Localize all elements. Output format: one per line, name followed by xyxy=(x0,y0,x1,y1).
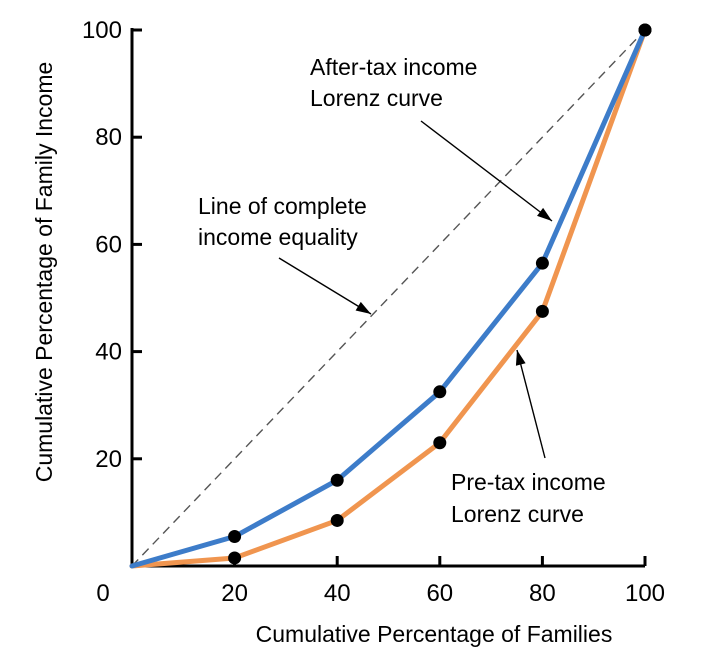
pre-tax-data-point xyxy=(638,23,652,37)
after-tax-arrow-shaft xyxy=(420,120,553,222)
equality-arrow-shaft xyxy=(278,257,372,315)
x-tick-label: 40 xyxy=(324,580,351,607)
x-axis-label: Cumulative Percentage of Families xyxy=(256,621,613,647)
pre-tax-lorenz-curve xyxy=(129,27,648,569)
after-tax-data-point xyxy=(433,385,447,399)
pre-tax-data-point xyxy=(330,513,344,527)
pre-tax-data-point xyxy=(228,551,242,565)
x-tick-label: 0 xyxy=(96,580,109,607)
axes-layer: 0 20 40 60 80 100 20 40 60 80 100 xyxy=(82,17,665,607)
equality-arrow-head xyxy=(355,301,371,314)
equality-line xyxy=(131,29,646,567)
pre-tax-data-point xyxy=(535,304,549,318)
y-tick-label: 60 xyxy=(95,231,122,258)
annotation-pointers xyxy=(278,120,553,459)
y-tick-label: 20 xyxy=(95,446,122,473)
after-tax-annotation-line-2: Lorenz curve xyxy=(310,85,443,111)
x-tick-label: 100 xyxy=(625,580,665,607)
y-tick-label: 40 xyxy=(95,339,122,366)
y-axis-label: Cumulative Percentage of Family Income xyxy=(31,62,57,483)
equality-annotation-line-2: income equality xyxy=(198,224,358,250)
x-tick-label: 60 xyxy=(426,580,453,607)
pre-tax-annotation-line-1: Pre-tax income xyxy=(451,469,606,495)
pre-tax-annotation-line-2: Lorenz curve xyxy=(451,501,584,527)
y-tick-label: 80 xyxy=(95,124,122,151)
after-tax-annotation-line-1: After-tax income xyxy=(310,54,477,80)
equality-annotation-line-1: Line of complete xyxy=(198,193,367,219)
after-tax-arrow-head xyxy=(537,207,552,221)
pre-tax-data-point xyxy=(433,436,447,450)
y-tick-label: 100 xyxy=(82,17,122,44)
after-tax-data-point xyxy=(330,473,344,487)
x-tick-label: 80 xyxy=(529,580,556,607)
pre-tax-arrow-head xyxy=(515,350,526,366)
after-tax-lorenz-curve xyxy=(129,27,648,569)
curves-layer xyxy=(129,27,648,569)
x-tick-label: 20 xyxy=(221,580,248,607)
after-tax-data-point xyxy=(535,256,549,270)
pre-tax-arrow-shaft xyxy=(516,349,546,459)
data-points-layer xyxy=(228,23,652,565)
after-tax-data-point xyxy=(228,530,242,544)
